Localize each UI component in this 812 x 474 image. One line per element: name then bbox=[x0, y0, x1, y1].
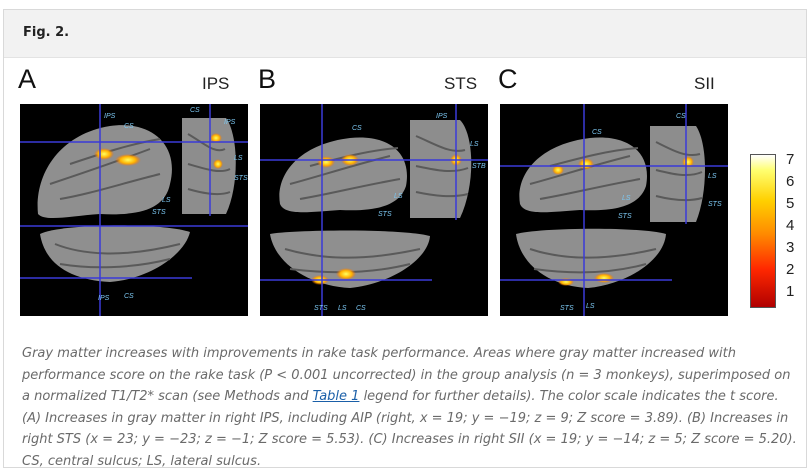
panel-c-label-0: CS bbox=[592, 129, 602, 136]
panel-b-label-8: CS bbox=[356, 305, 366, 312]
panel-c-scan: CS CS LS STS LS STS STS LS bbox=[500, 104, 728, 316]
colorscale-tick-1: 1 bbox=[786, 283, 795, 300]
colorscale-tick-3: 3 bbox=[786, 239, 795, 256]
panel-a-label-8: IPS bbox=[98, 295, 110, 302]
panel-a-label-7: STS bbox=[234, 175, 248, 182]
figure-image: A IPS bbox=[4, 58, 806, 318]
panel-a-label-5: STS bbox=[152, 209, 166, 216]
panel-a-label-9: CS bbox=[124, 293, 134, 300]
panel-b-region: STS bbox=[444, 74, 478, 93]
panel-b-label-5: STS bbox=[378, 211, 392, 218]
panel-b-label-7: LS bbox=[338, 305, 347, 312]
panel-a-label-2: CS bbox=[190, 107, 200, 114]
table-1-link[interactable]: Table 1 bbox=[312, 389, 360, 404]
panel-c-region: SII bbox=[694, 74, 715, 93]
panel-a-region: IPS bbox=[202, 74, 230, 93]
figure-container: Fig. 2. A IPS bbox=[3, 9, 807, 469]
panel-c-label-6: STS bbox=[560, 305, 574, 312]
caption-text-1: Gray matter increases with improvements … bbox=[22, 346, 791, 404]
colorscale-tick-2: 2 bbox=[786, 261, 795, 278]
panel-b-label-2: LS bbox=[470, 141, 479, 148]
colorscale-tick-4: 4 bbox=[786, 217, 795, 234]
panel-b-letter: B bbox=[258, 64, 277, 94]
panel-a-label-3: IPS bbox=[224, 119, 236, 126]
panel-a-label-1: CS bbox=[124, 123, 134, 130]
caption-text-2: legend for further details). The color s… bbox=[22, 389, 797, 469]
colorscale-tick-5: 5 bbox=[786, 195, 795, 212]
panel-a-scan: IPS CS CS IPS LS STS LS STS IPS CS bbox=[20, 104, 248, 316]
panel-b-label-6: STS bbox=[314, 305, 328, 312]
panel-c-label-2: LS bbox=[622, 195, 631, 202]
colorscale-tick-6: 6 bbox=[786, 173, 795, 190]
figure-title: Fig. 2. bbox=[23, 25, 70, 40]
panel-c-label-7: LS bbox=[586, 303, 595, 310]
panel-a-label-6: LS bbox=[234, 155, 243, 162]
colorscale-bar bbox=[750, 154, 776, 308]
panel-b-scan: CS IPS LS STB LS STS STS LS CS bbox=[260, 104, 488, 316]
panel-c-label-1: CS bbox=[676, 113, 686, 120]
panel-a-label-4: LS bbox=[162, 197, 171, 204]
figure-header: Fig. 2. bbox=[4, 10, 806, 58]
panel-c-label-4: LS bbox=[708, 173, 717, 180]
panel-b-label-0: CS bbox=[352, 125, 362, 132]
panel-b-label-3: STB bbox=[472, 163, 486, 170]
panel-c-label-5: STS bbox=[708, 201, 722, 208]
panel-a-label-0: IPS bbox=[104, 113, 116, 120]
figure-caption: Gray matter increases with improvements … bbox=[22, 343, 798, 472]
panel-a-letter: A bbox=[18, 64, 37, 94]
panel-b-label-1: IPS bbox=[436, 113, 448, 120]
panel-c-label-3: STS bbox=[618, 213, 632, 220]
panel-c-letter: C bbox=[498, 64, 518, 94]
panel-b-label-4: LS bbox=[394, 193, 403, 200]
colorscale-tick-7: 7 bbox=[786, 151, 795, 168]
